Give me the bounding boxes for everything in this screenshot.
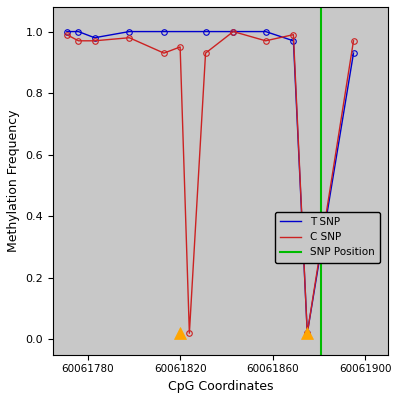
Legend: T SNP, C SNP, SNP Position: T SNP, C SNP, SNP Position	[275, 212, 380, 263]
X-axis label: CpG Coordinates: CpG Coordinates	[168, 380, 273, 393]
Y-axis label: Methylation Frequency: Methylation Frequency	[7, 110, 20, 252]
